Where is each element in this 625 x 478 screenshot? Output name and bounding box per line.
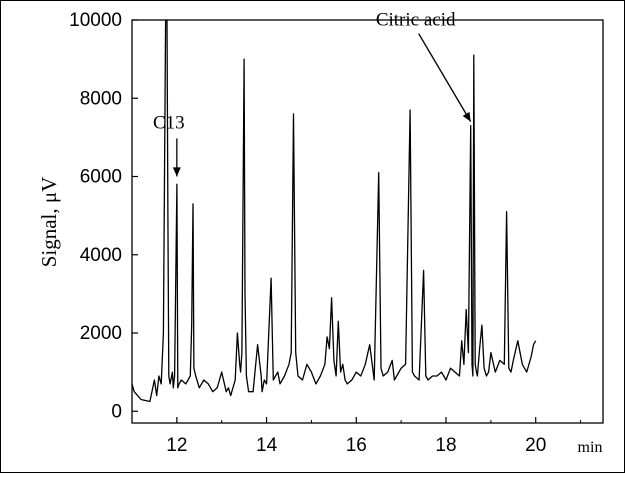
y-tick-label: 4000 xyxy=(80,245,122,266)
annotation-arrow-head xyxy=(172,167,181,177)
y-axis-label: Signal, μV xyxy=(37,177,61,268)
x-tick-label: 14 xyxy=(256,435,278,456)
series-line xyxy=(131,19,537,403)
y-tick-label: 6000 xyxy=(80,167,122,188)
y-tick-label: 8000 xyxy=(80,88,122,109)
y-tick-label: 2000 xyxy=(80,323,122,344)
y-tick-label: 0 xyxy=(111,401,122,422)
annotations: C13 Citric acid xyxy=(153,10,472,177)
plot-frame xyxy=(131,19,604,424)
x-axis-ticks: 12 14 16 18 20 xyxy=(131,417,582,456)
x-tick-label: 12 xyxy=(166,435,187,456)
x-tick-label: 18 xyxy=(435,435,456,456)
x-tick-label: 20 xyxy=(525,435,546,456)
annotation-label: C13 xyxy=(153,112,185,133)
y-tick-label: 10000 xyxy=(69,10,122,31)
x-axis-unit: min xyxy=(578,439,603,456)
x-tick-label: 16 xyxy=(346,435,367,456)
annotation-arrow-line xyxy=(418,33,472,122)
annotation-arrow-head xyxy=(462,111,471,122)
annotation-label: Citric acid xyxy=(376,10,456,31)
y-axis-ticks: 0 2000 4000 6000 8000 10000 xyxy=(69,10,138,422)
